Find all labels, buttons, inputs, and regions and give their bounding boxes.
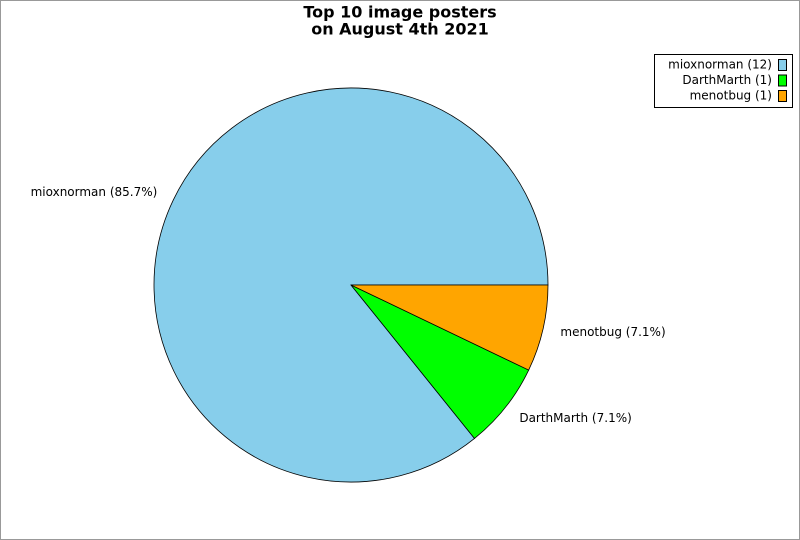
- legend-label: mioxnorman (12): [668, 58, 772, 72]
- legend-label: DarthMarth (1): [682, 73, 772, 87]
- legend-box: [654, 54, 793, 108]
- legend-swatch: [778, 90, 787, 102]
- slice-label: mioxnorman (85.7%): [31, 185, 158, 199]
- legend-swatch: [778, 59, 787, 71]
- slice-label: DarthMarth (7.1%): [519, 411, 631, 425]
- legend-swatch: [778, 74, 787, 87]
- slice-label: menotbug (7.1%): [560, 325, 665, 339]
- pie-slice: [350, 284, 549, 371]
- legend: mioxnorman (12)DarthMarth (1) menotbug (1…: [654, 54, 793, 108]
- legend-label: menotbug (1): [690, 89, 772, 103]
- pie: mioxnorman (85.7%) DarthMarth (7.1%) menot…: [31, 87, 666, 483]
- chart-title: on August 4th 2021: [311, 20, 489, 39]
- chart-title: Top 10 image posters: [303, 3, 496, 22]
